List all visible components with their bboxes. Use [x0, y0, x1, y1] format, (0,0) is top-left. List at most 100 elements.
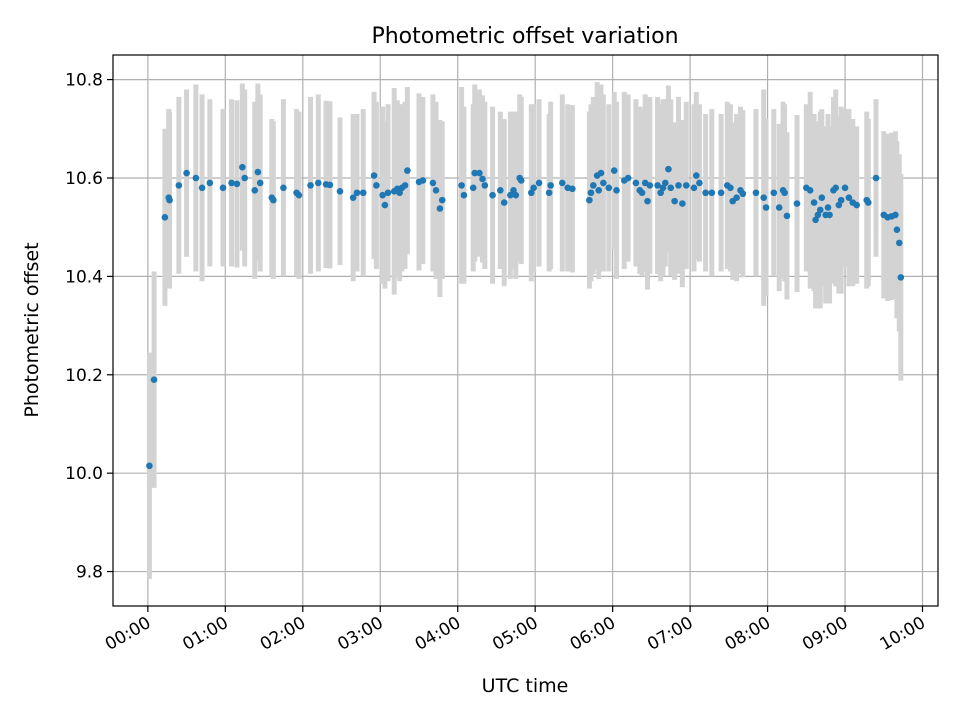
data-point — [497, 186, 504, 194]
data-point — [654, 182, 661, 189]
data-point — [682, 182, 690, 189]
data-point — [671, 197, 678, 205]
data-point — [198, 184, 206, 192]
data-point — [679, 200, 686, 207]
plot-area — [112, 54, 939, 607]
data-point — [436, 205, 444, 212]
data-point — [314, 179, 322, 187]
data-point — [893, 226, 901, 233]
data-point — [762, 204, 770, 211]
data-point — [690, 184, 698, 192]
data-point — [404, 167, 411, 174]
data-point — [471, 169, 479, 177]
data-point — [739, 190, 747, 198]
data-point — [675, 182, 682, 189]
data-point — [837, 196, 845, 204]
data-point — [219, 184, 227, 192]
data-point — [897, 274, 905, 281]
chart-title: Photometric offset variation — [371, 24, 678, 49]
data-point — [161, 214, 169, 221]
data-point — [793, 200, 801, 207]
data-point — [512, 191, 520, 199]
data-point — [239, 163, 246, 171]
data-point — [432, 186, 440, 194]
data-point — [569, 185, 576, 193]
data-point — [892, 211, 899, 219]
data-point — [206, 179, 214, 187]
data-point — [783, 212, 791, 220]
data-point — [659, 184, 667, 192]
data-point — [545, 189, 553, 197]
data-point — [632, 179, 640, 187]
data-point — [665, 165, 672, 173]
data-point — [613, 186, 620, 194]
data-point — [717, 189, 725, 197]
data-point — [872, 174, 880, 182]
data-point — [419, 177, 427, 184]
data-point — [183, 169, 190, 177]
data-point — [832, 184, 840, 192]
y-tick-label: 10.8 — [65, 71, 103, 91]
data-point — [429, 179, 437, 187]
data-point — [826, 211, 833, 219]
data-point — [280, 184, 287, 192]
y-axis-label: Photometric offset — [21, 242, 43, 417]
data-point — [589, 182, 597, 189]
data-point — [517, 177, 525, 184]
data-point — [254, 168, 262, 176]
data-point — [500, 199, 508, 206]
data-point — [824, 204, 832, 211]
data-point — [812, 216, 819, 224]
y-tick-label: 10.0 — [65, 464, 103, 484]
data-point — [818, 194, 826, 201]
data-point — [381, 201, 389, 209]
data-point — [528, 189, 535, 197]
data-point — [270, 196, 277, 204]
data-point — [657, 189, 664, 197]
plot-background — [113, 55, 938, 606]
y-tick-label: 9.8 — [76, 563, 103, 583]
data-point — [507, 191, 514, 199]
x-axis-label: UTC time — [482, 675, 569, 697]
data-point — [605, 184, 613, 192]
data-point — [489, 191, 496, 199]
data-point — [251, 186, 259, 194]
data-point — [752, 189, 760, 197]
data-point — [241, 174, 248, 182]
data-point — [806, 186, 814, 194]
data-point — [835, 201, 843, 209]
data-point — [667, 184, 675, 192]
data-point — [587, 189, 595, 197]
data-point — [644, 197, 651, 205]
data-point — [597, 169, 605, 177]
data-point — [359, 189, 367, 197]
y-tick-label: 10.6 — [65, 169, 103, 189]
data-point — [814, 211, 822, 219]
data-point — [326, 181, 334, 189]
data-point — [770, 189, 778, 197]
data-point — [696, 179, 703, 187]
y-tick-label: 10.4 — [65, 267, 103, 287]
data-point — [810, 199, 818, 206]
data-point — [458, 182, 465, 189]
data-point — [638, 189, 646, 197]
data-point — [610, 167, 618, 174]
data-point — [469, 184, 477, 192]
data-point — [600, 179, 607, 187]
data-point — [781, 189, 788, 197]
data-point — [233, 180, 241, 188]
data-point — [845, 194, 853, 201]
data-point — [853, 201, 860, 209]
data-point — [228, 179, 235, 187]
data-point — [256, 179, 264, 187]
data-point — [895, 239, 903, 247]
data-point — [586, 196, 593, 204]
data-point — [816, 206, 824, 214]
data-point — [479, 175, 486, 183]
data-point — [662, 179, 669, 187]
data-point — [733, 194, 740, 201]
data-point — [370, 172, 378, 179]
data-point — [510, 186, 517, 194]
plot-frame — [112, 54, 939, 607]
data-point — [192, 174, 200, 182]
